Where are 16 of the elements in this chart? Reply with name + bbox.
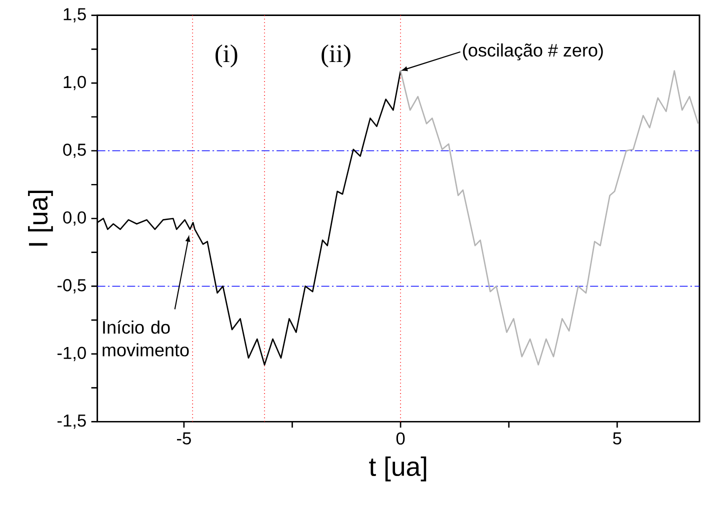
- annotation: (ii): [322, 44, 350, 68]
- x-tick-label: 5: [613, 432, 622, 444]
- y-axis-title: I [ua]: [28, 190, 53, 246]
- x-tick-label: -5: [177, 432, 191, 444]
- x-axis-title: t [ua]: [369, 456, 426, 482]
- annotation: (i): [216, 44, 238, 68]
- y-tick-label: -1,0: [58, 346, 86, 362]
- y-tick-label: 1,5: [64, 8, 86, 22]
- y-tick-label: -0,5: [58, 279, 86, 294]
- y-tick-label: 0,0: [63, 211, 86, 226]
- y-tick-label: 0,5: [63, 144, 86, 158]
- y-tick-label: -1,5: [58, 414, 86, 429]
- y-tick-label: 1,0: [64, 76, 86, 90]
- x-tick-label: 0: [396, 432, 405, 445]
- annotation: (oscilação # zero): [463, 43, 603, 60]
- annotation: Início do movimento: [102, 320, 189, 356]
